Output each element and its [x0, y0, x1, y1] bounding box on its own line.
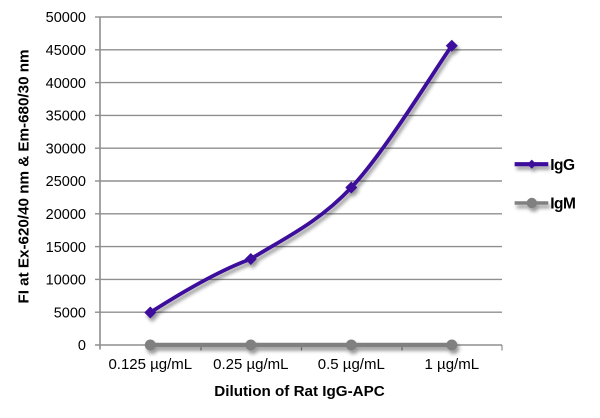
svg-text:Dilution of Rat IgG-APC: Dilution of Rat IgG-APC [214, 383, 384, 400]
svg-text:5000: 5000 [54, 305, 86, 321]
svg-text:35000: 35000 [46, 109, 86, 125]
svg-text:25000: 25000 [46, 174, 86, 190]
svg-text:0.125 µg/mL: 0.125 µg/mL [108, 356, 192, 373]
svg-text:40000: 40000 [46, 76, 86, 92]
svg-text:1 µg/mL: 1 µg/mL [425, 356, 480, 373]
svg-text:30000: 30000 [46, 141, 86, 157]
svg-text:20000: 20000 [46, 207, 86, 223]
svg-text:0: 0 [78, 338, 86, 354]
svg-text:10000: 10000 [46, 273, 86, 289]
svg-text:0.25 µg/mL: 0.25 µg/mL [213, 356, 288, 373]
svg-text:IgG: IgG [550, 157, 575, 174]
svg-text:0.5 µg/mL: 0.5 µg/mL [318, 356, 385, 373]
svg-text:FI at Ex-620/40 nm & Em-680/30: FI at Ex-620/40 nm & Em-680/30 nm [15, 49, 32, 303]
svg-text:45000: 45000 [46, 43, 86, 59]
svg-text:15000: 15000 [46, 240, 86, 256]
svg-text:IgM: IgM [550, 196, 575, 213]
svg-text:50000: 50000 [46, 10, 86, 26]
